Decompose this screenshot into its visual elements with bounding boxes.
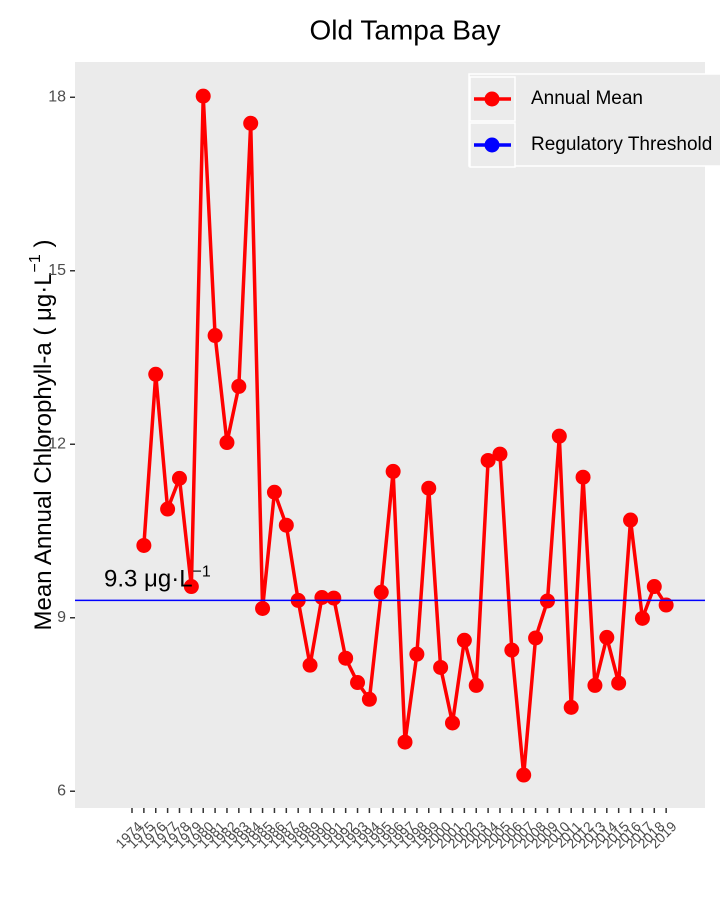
data-point xyxy=(599,629,615,645)
data-point xyxy=(409,646,425,662)
data-point xyxy=(278,517,294,533)
data-point xyxy=(646,579,662,595)
data-point xyxy=(136,537,152,553)
legend-key-point xyxy=(484,91,500,107)
data-point xyxy=(528,630,544,646)
data-point xyxy=(266,484,282,500)
legend-key-point xyxy=(484,137,500,153)
y-tick-label: 18 xyxy=(48,88,66,105)
data-point xyxy=(207,328,223,344)
data-point xyxy=(231,378,247,394)
data-point xyxy=(160,501,176,517)
data-point xyxy=(433,659,449,675)
data-point xyxy=(361,691,377,707)
data-point xyxy=(314,590,330,606)
legend-label: Annual Mean xyxy=(531,88,643,109)
data-point xyxy=(219,435,235,451)
data-point xyxy=(623,512,639,528)
data-point xyxy=(468,677,484,693)
data-point xyxy=(397,734,413,750)
data-point xyxy=(634,610,650,626)
y-tick-label: 15 xyxy=(48,262,66,279)
data-point xyxy=(587,677,603,693)
data-point xyxy=(611,675,627,691)
legend-label: Regulatory Threshold xyxy=(531,134,712,155)
data-point xyxy=(444,715,460,731)
data-point xyxy=(373,584,389,600)
y-tick-label: 6 xyxy=(57,782,66,799)
data-point xyxy=(183,579,199,595)
chart-title: Old Tampa Bay xyxy=(310,14,501,45)
y-axis-label-main: Mean Annual Chlorophyll-a ( μg·L xyxy=(30,272,57,630)
data-point xyxy=(480,452,496,468)
y-tick-label: 12 xyxy=(48,435,66,452)
annotation-sup: −1 xyxy=(193,563,211,580)
y-tick-label: 9 xyxy=(57,609,66,626)
annotation-main: 9.3 μg·L xyxy=(104,565,193,592)
data-point xyxy=(563,699,579,715)
y-axis-label: Mean Annual Chlorophyll-a ( μg·L−1 ) xyxy=(27,240,57,631)
data-point xyxy=(338,650,354,666)
data-point xyxy=(421,480,437,496)
data-point xyxy=(492,446,508,462)
data-point xyxy=(350,675,366,691)
data-point xyxy=(255,600,271,616)
data-point xyxy=(171,470,187,486)
data-point xyxy=(658,597,674,613)
threshold-annotation: 9.3 μg·L−1 xyxy=(104,563,211,592)
data-point xyxy=(456,632,472,648)
data-point xyxy=(385,463,401,479)
data-point xyxy=(551,428,567,444)
data-point xyxy=(516,767,532,783)
y-axis-label-end: ) xyxy=(30,240,57,255)
plot-panel xyxy=(75,62,705,808)
data-point xyxy=(302,657,318,673)
data-point xyxy=(504,642,520,658)
data-point xyxy=(148,366,164,382)
y-axis-label-sup: −1 xyxy=(27,254,44,272)
data-point xyxy=(575,469,591,485)
data-point xyxy=(326,590,342,606)
data-point xyxy=(195,88,211,104)
data-point xyxy=(243,115,259,131)
